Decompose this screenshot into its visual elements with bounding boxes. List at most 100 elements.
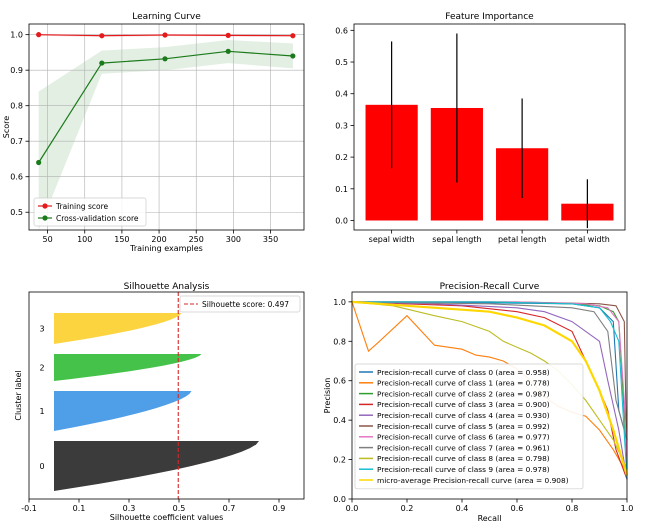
x-tick-label: 50 [42, 235, 52, 244]
x-tick-label: 0.1 [73, 504, 86, 513]
x-tick-label: 250 [189, 235, 204, 244]
legend-label: Training score [55, 202, 109, 211]
y-tick-label: 0.4 [335, 90, 348, 99]
y-tick-label: 0.4 [333, 416, 346, 425]
x-tick-label: 0.9 [273, 504, 286, 513]
y-tick-label: 0.8 [333, 337, 346, 346]
y-tick-label: 0.9 [10, 66, 23, 75]
legend-label: Precision-recall curve of class 6 (area … [377, 433, 550, 442]
legend-box [33, 197, 147, 227]
x-tick-label: sepal length [432, 235, 481, 244]
series-0-point [225, 32, 231, 38]
legend-label: Precision-recall curve of class 8 (area … [377, 454, 550, 463]
chart-title: Learning Curve [132, 12, 201, 22]
x-tick-label: 0.4 [456, 504, 469, 513]
legend-label: Precision-recall curve of class 5 (area … [377, 422, 550, 431]
y-tick-label: 0.2 [335, 153, 348, 162]
legend-label: Precision-recall curve of class 9 (area … [377, 465, 550, 474]
y-tick-label: 0.0 [335, 216, 348, 225]
x-tick-label: 0.7 [223, 504, 236, 513]
x-tick-label: 200 [151, 235, 166, 244]
precision-recall-chart: Precision-Recall Curve 0.0 0.2 0.4 0.6 0.8 1.0… [323, 282, 633, 523]
legend-label: Precision-recall curve of class 4 (area … [377, 411, 550, 420]
x-tick-label: 150 [114, 235, 129, 244]
y-axis-label: Score [2, 116, 11, 138]
cluster-0-silhouette [54, 441, 259, 491]
x-tick-label: -0.1 [21, 504, 37, 513]
learning-curve-chart: Learning Curve 50 100 150 200 250 300 350 0.5 0.6… [2, 12, 305, 253]
legend-label: Precision-recall curve of class 3 (area … [377, 400, 550, 409]
x-axis-label: Training examples [129, 244, 203, 253]
y-tick-label: 0.1 [335, 185, 348, 194]
series-10-curve [351, 300, 629, 476]
legend-label: Precision-recall curve of class 7 (area … [377, 443, 550, 452]
legend-label: Silhouette score: 0.497 [202, 300, 289, 309]
x-tick-label: 0.3 [123, 504, 136, 513]
x-tick-label: 0.2 [401, 504, 414, 513]
legend-label: Cross-validation score [56, 214, 139, 223]
cluster-2-silhouette [54, 354, 202, 381]
x-tick-label: 0.6 [511, 504, 524, 513]
series-0-point [36, 32, 42, 38]
series-4-curve [351, 301, 628, 480]
series-9-curve [352, 301, 628, 480]
y-tick-label: 0.7 [10, 137, 23, 146]
series-8-curve [351, 301, 628, 470]
y-axis-label: Precision [323, 378, 332, 414]
cluster-label: 2 [39, 364, 44, 373]
series-0-point [290, 33, 296, 39]
y-tick-label: 1.0 [333, 298, 346, 307]
series-1-point [162, 56, 168, 62]
series-6-curve [352, 301, 628, 460]
cluster-label: 1 [39, 407, 44, 416]
x-tick-label: 100 [77, 235, 92, 244]
series-0-point [99, 33, 105, 39]
x-tick-label: 1.0 [621, 504, 634, 513]
cluster-1-silhouette [34, 391, 192, 431]
x-tick-label: 0.8 [566, 504, 579, 513]
y-tick-label: 0.8 [10, 102, 23, 111]
chart-title: Silhouette Analysis [124, 282, 210, 292]
y-tick-label: 0.0 [333, 495, 346, 504]
axes-frame [28, 291, 305, 500]
legend-label: Precision-recall curve of class 2 (area … [377, 389, 550, 398]
y-tick-label: 0.6 [10, 173, 23, 182]
legend-marker [42, 203, 48, 209]
x-tick-label: 0.5 [173, 504, 186, 513]
axes-frame [28, 23, 305, 231]
x-tick-label: 0.0 [346, 504, 359, 513]
chart-title: Precision-Recall Curve [440, 282, 540, 292]
series-1-point [36, 159, 42, 166]
cluster-3-silhouette [54, 313, 182, 344]
feature-importance-chart: Feature Importance 0.0 0.1 0.2 0.3 0.4 0.5 0.6 s… [335, 12, 626, 244]
legend-box [179, 295, 301, 313]
legend-marker [42, 215, 48, 221]
cluster-label: 0 [39, 462, 44, 471]
x-tick-label: sepal width [369, 235, 415, 244]
cluster-label: 3 [39, 325, 44, 334]
y-tick-label: 0.5 [10, 208, 23, 217]
y-tick-label: 0.6 [333, 377, 346, 386]
legend-box [354, 363, 584, 490]
series-1-point [225, 48, 231, 54]
y-tick-label: 0.2 [333, 456, 346, 465]
legend-label: Precision-recall curve of class 1 (area … [377, 379, 550, 388]
chart-title: Feature Importance [445, 12, 534, 22]
silhouette-analysis-chart: Silhouette Analysis 0 1 2 3 -0.1 0.1 0.3 0.5 0.7 0… [14, 282, 305, 522]
x-tick-label: 300 [226, 235, 241, 244]
axes-frame [353, 23, 626, 231]
series-3-curve [351, 301, 628, 480]
x-tick-label: petal width [565, 235, 610, 244]
y-axis-label: Cluster label [14, 370, 23, 420]
series-1-point [99, 60, 105, 66]
legend-label: micro-average Precision-recall curve (ar… [377, 476, 569, 485]
axes-frame [351, 291, 628, 500]
x-axis-label: Recall [478, 514, 502, 523]
x-axis-label: Silhouette coefficient values [110, 513, 223, 522]
series-1-point [290, 53, 296, 59]
legend-label: Precision-recall curve of class 0 (area … [377, 368, 550, 377]
series-1-band [38, 40, 293, 230]
y-tick-label: 0.5 [335, 58, 348, 67]
y-tick-label: 0.3 [335, 121, 348, 130]
